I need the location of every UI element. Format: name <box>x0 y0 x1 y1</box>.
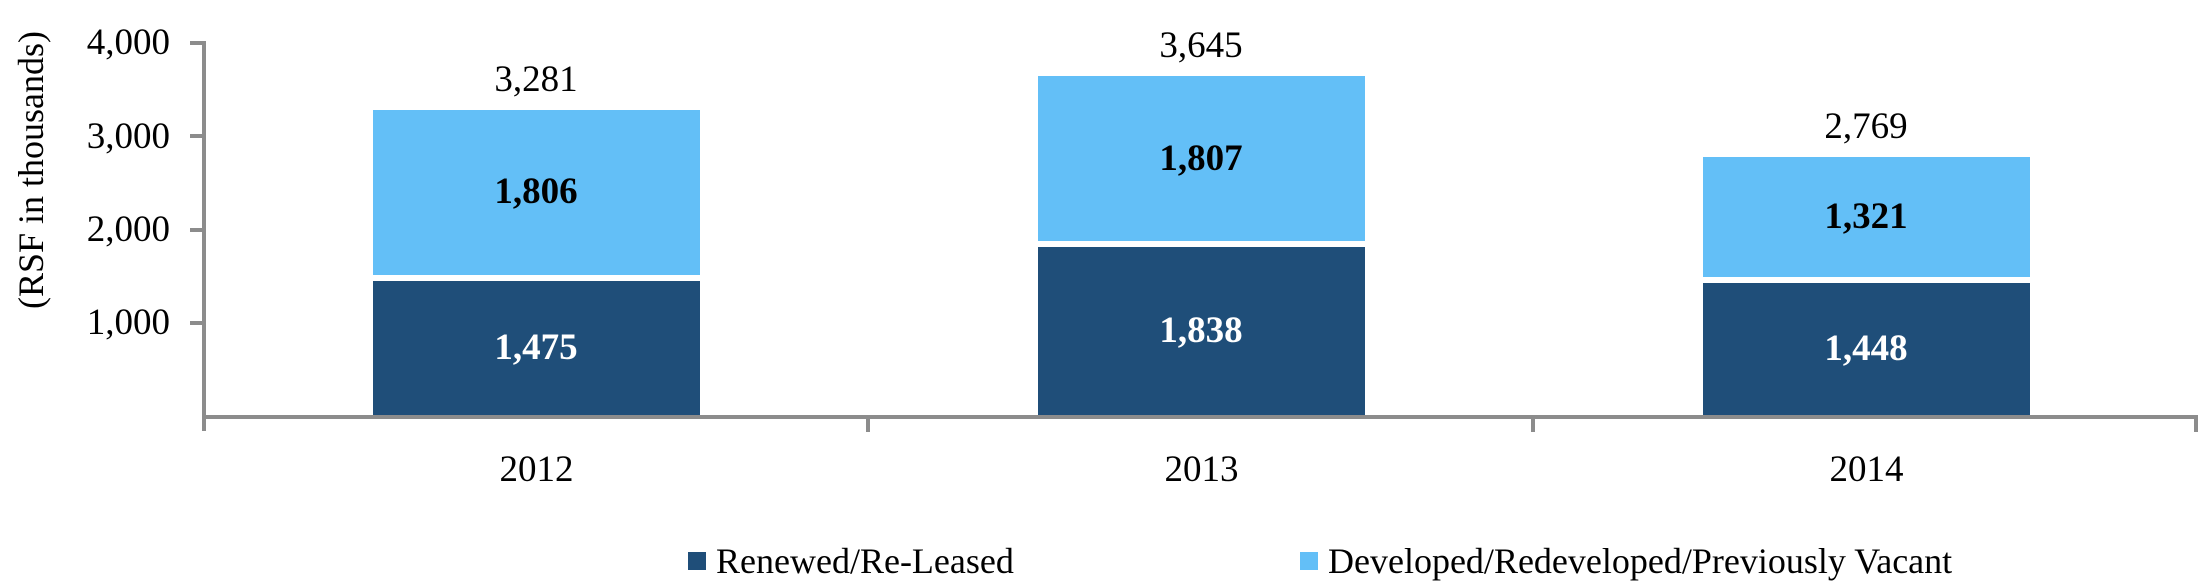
ytick-mark-2000 <box>190 228 206 232</box>
ytick-mark-1000 <box>190 321 206 325</box>
y-axis-line <box>202 43 206 431</box>
total-label-2013: 3,645 <box>1159 25 1243 67</box>
bar-segment-renewed-2013: 1,838 <box>1037 244 1365 415</box>
total-label-2012: 3,281 <box>494 58 578 100</box>
ytick-mark-3000 <box>190 134 206 138</box>
total-label-2014: 2,769 <box>1824 106 1908 148</box>
bar-group-2014: 2,769 1,321 1,448 <box>1702 107 2030 415</box>
x-axis-line <box>202 415 2198 419</box>
bar-segment-developed-2014: 1,321 <box>1702 157 2030 281</box>
bar-segment-renewed-2014: 1,448 <box>1702 280 2030 415</box>
category-label-2012: 2012 <box>499 449 574 490</box>
xtick-mark-3 <box>2194 419 2198 432</box>
bar-segment-developed-2013: 1,807 <box>1037 76 1365 245</box>
category-label-2014: 2014 <box>1829 449 1904 490</box>
ytick-mark-4000 <box>190 41 206 45</box>
category-label-2013: 2013 <box>1164 449 1239 490</box>
legend-label-renewed: Renewed/Re-Leased <box>716 541 1014 581</box>
xtick-mark-2 <box>1531 419 1535 432</box>
legend-marker-developed-icon <box>1300 552 1318 570</box>
legend-item-renewed: Renewed/Re-Leased <box>688 541 1014 581</box>
ytick-label-1000: 1,000 <box>86 302 170 343</box>
y-axis-title: (RSF in thousands) <box>11 30 51 310</box>
ytick-label-4000: 4,000 <box>86 22 170 63</box>
ytick-label-2000: 2,000 <box>86 209 170 250</box>
ytick-label-3000: 3,000 <box>86 116 170 157</box>
legend-item-developed: Developed/Redeveloped/Previously Vacant <box>1300 541 1952 581</box>
bar-segment-developed-2012: 1,806 <box>372 109 700 278</box>
xtick-mark-1 <box>866 419 870 432</box>
bar-group-2013: 3,645 1,807 1,838 <box>1037 26 1365 415</box>
legend-label-developed: Developed/Redeveloped/Previously Vacant <box>1328 541 1953 581</box>
legend-marker-renewed-icon <box>688 552 706 570</box>
bar-group-2012: 3,281 1,806 1,475 <box>372 59 700 415</box>
bar-segment-renewed-2012: 1,475 <box>372 277 700 415</box>
